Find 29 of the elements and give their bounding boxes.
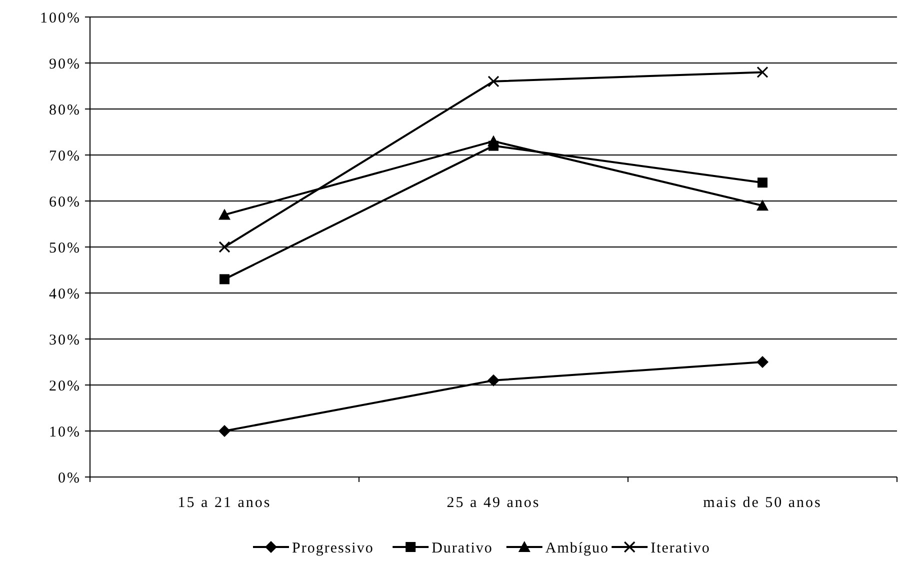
y-tick-label: 60% [49,194,81,210]
point [218,208,230,220]
point [220,274,230,284]
y-tick-label: 50% [49,240,81,256]
legend-label: Ambíguo [545,540,610,556]
x-tick-label: mais de 50 anos [703,495,822,511]
point [218,425,230,437]
y-tick-label: 80% [49,102,81,118]
point [218,241,230,253]
legend-label: Durativo [432,540,493,556]
point [488,374,500,386]
y-tick-label: 0% [58,470,81,486]
y-tick-label: 40% [49,286,81,302]
y-tick-label: 100% [40,10,81,26]
point [756,356,768,368]
y-tick-label: 10% [49,424,81,440]
y-tick-label: 20% [49,378,81,394]
point [756,66,768,78]
point [488,135,500,146]
legend-label: Iterativo [650,540,710,556]
legend-label: Progressivo [292,540,374,556]
point [756,200,768,211]
point [488,76,500,88]
x-tick-label: 15 a 21 anos [178,495,272,511]
x-tick-label: 25 a 49 anos [446,495,540,511]
point [758,178,768,188]
y-tick-label: 90% [49,56,81,72]
y-tick-label: 30% [49,332,81,348]
y-tick-label: 70% [49,148,81,164]
